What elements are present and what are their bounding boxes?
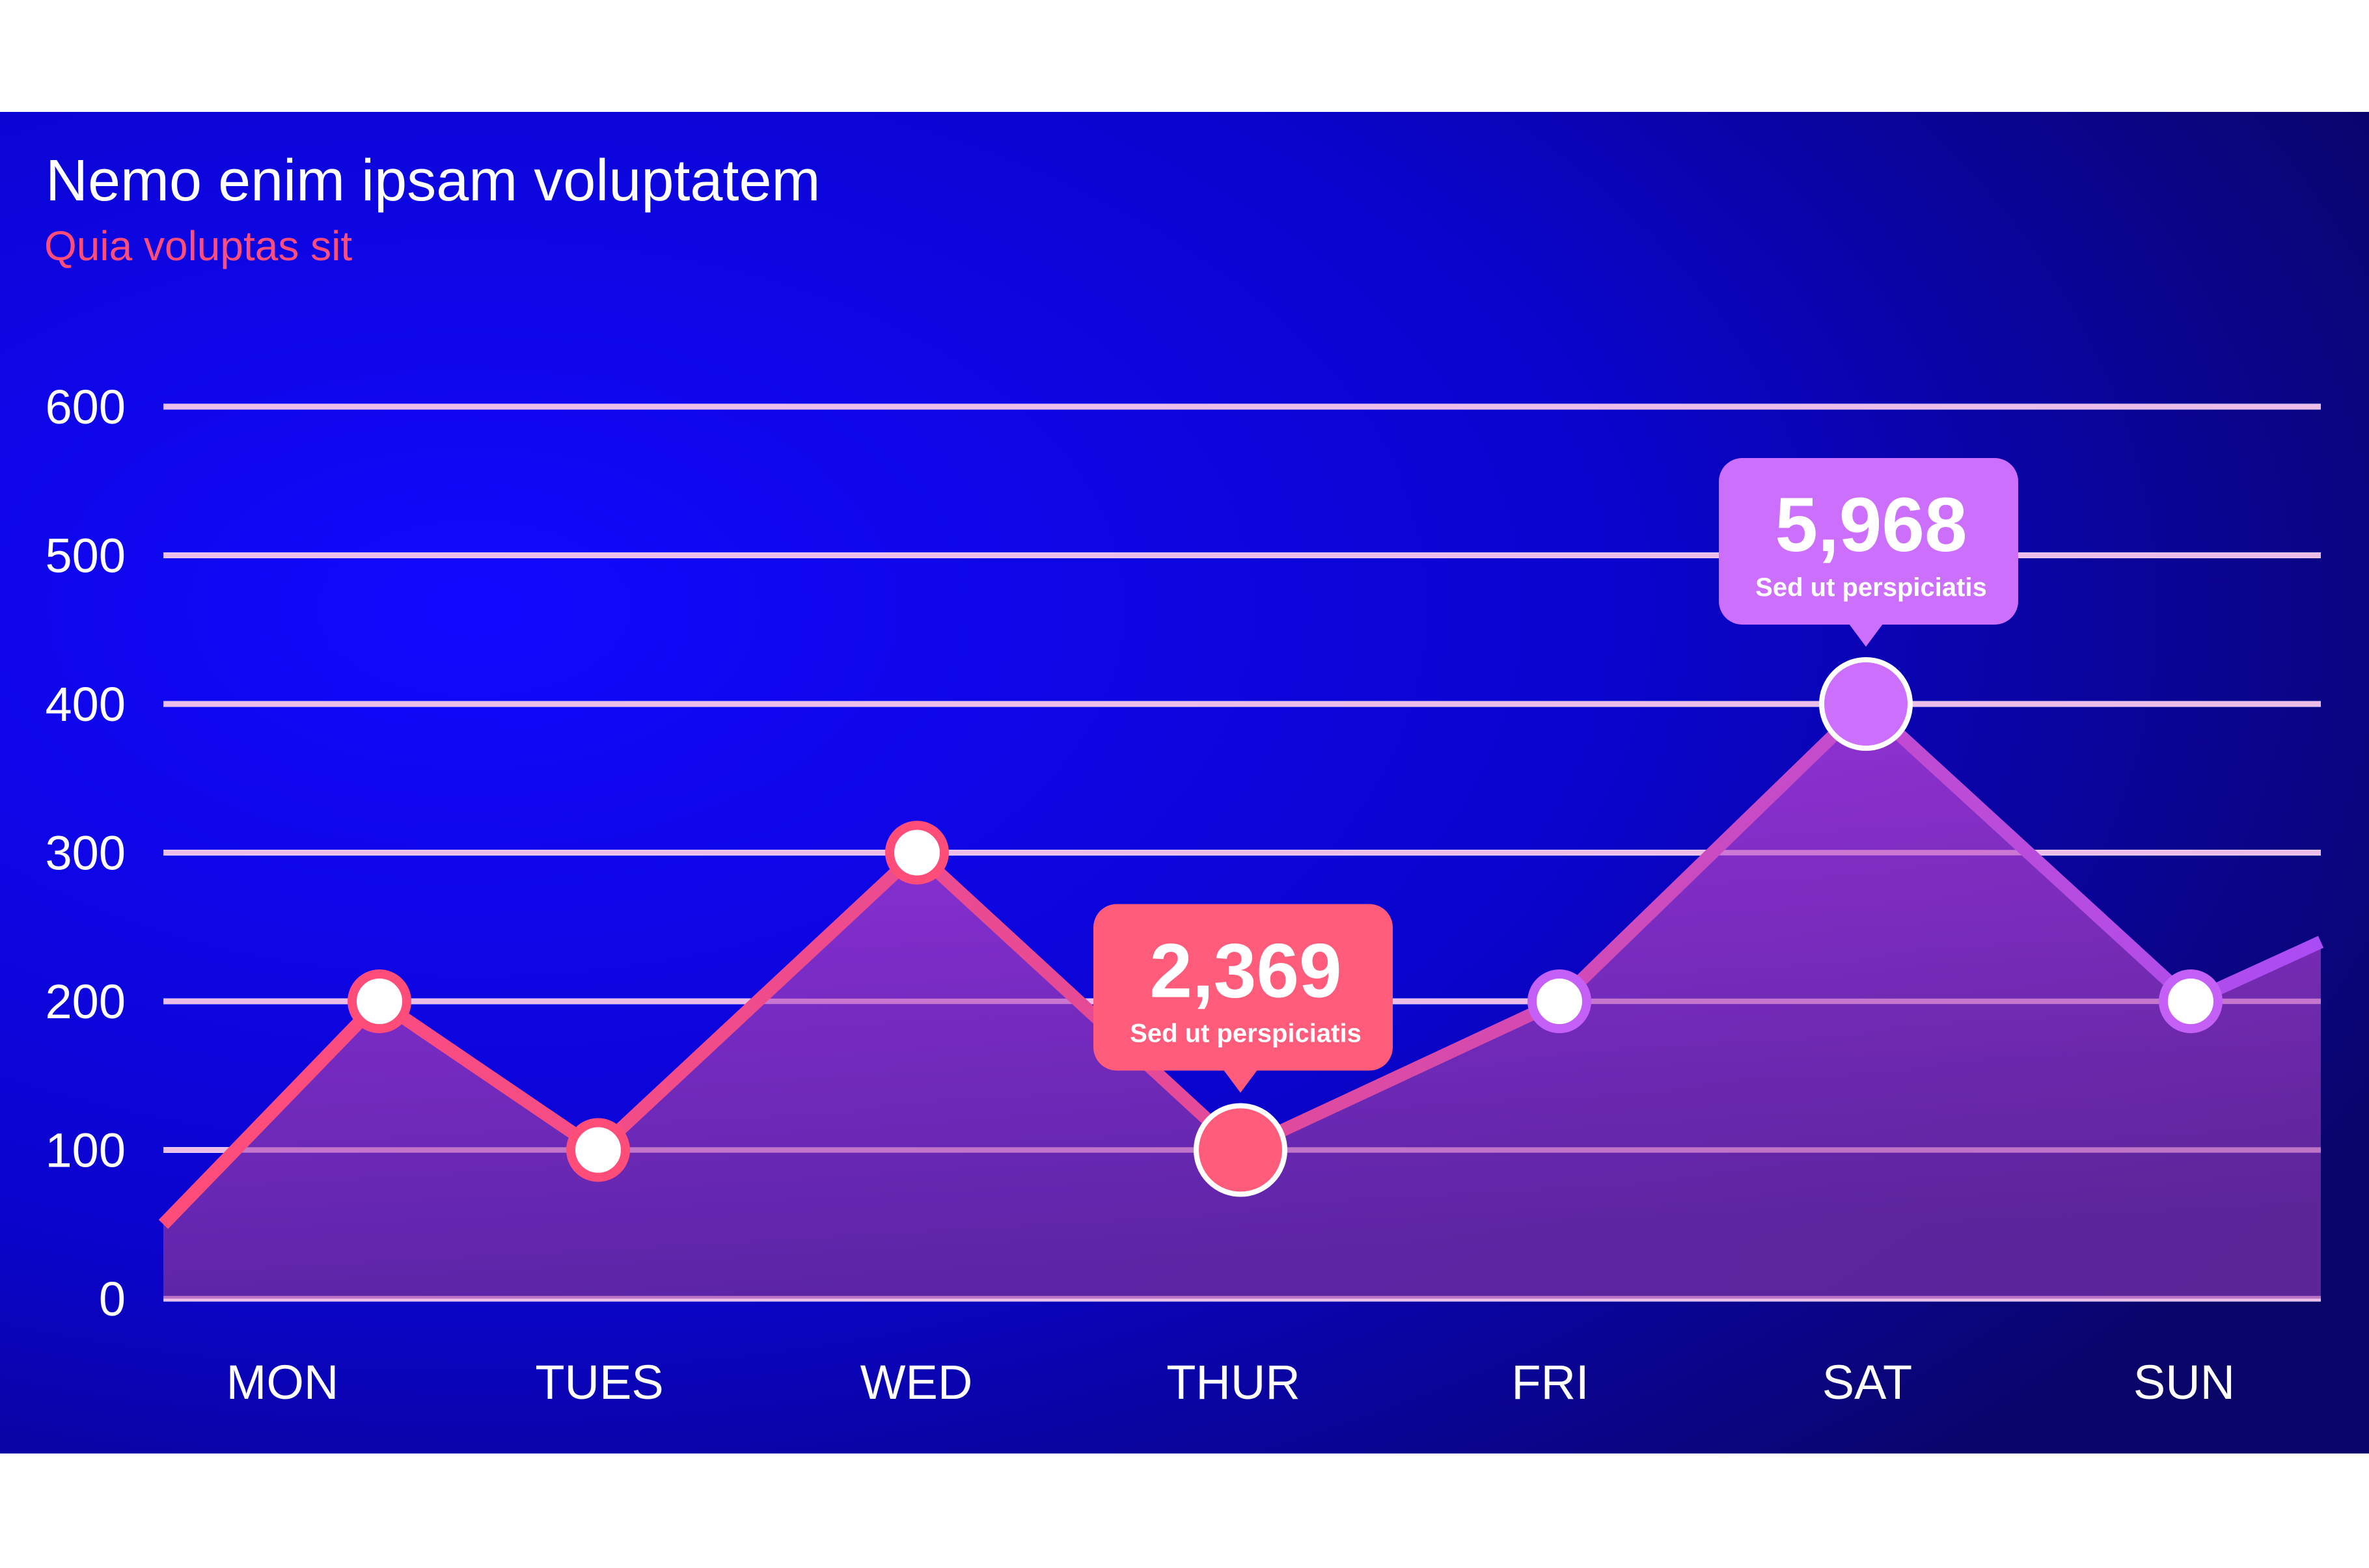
chart-title: Nemo enim ipsam voluptatem <box>46 148 820 213</box>
data-point[interactable] <box>348 969 411 1033</box>
x-tick-label: SUN <box>2133 1355 2235 1409</box>
tooltip-label: Sed ut perspiciatis <box>1130 1020 1362 1048</box>
data-point[interactable] <box>885 820 949 885</box>
y-tick-label: 500 <box>46 529 126 583</box>
chart-subtitle: Quia voluptas sit <box>44 223 352 269</box>
tooltip-pointer <box>1224 1070 1257 1093</box>
y-tick-label: 100 <box>46 1124 126 1178</box>
y-tick-label: 0 <box>99 1272 126 1326</box>
tooltip-value: 2,369 <box>1149 928 1341 1014</box>
tooltip-box <box>1093 904 1393 1071</box>
y-tick-label: 200 <box>46 975 126 1029</box>
tooltip-value: 5,968 <box>1775 482 1967 568</box>
tooltip-thur: 2,369 Sed ut perspiciatis <box>1093 904 1393 1093</box>
data-point[interactable] <box>2159 969 2223 1033</box>
tooltip-box <box>1719 458 2018 625</box>
x-tick-label: MON <box>226 1355 339 1409</box>
x-tick-label: SAT <box>1822 1355 1912 1409</box>
data-point-highlighted[interactable] <box>1819 657 1913 751</box>
tooltip-sat: 5,968 Sed ut perspiciatis <box>1719 458 2018 647</box>
data-point[interactable] <box>1527 969 1591 1033</box>
x-tick-label: TUES <box>535 1355 663 1409</box>
x-tick-label: WED <box>860 1355 973 1409</box>
y-tick-label: 600 <box>46 380 126 434</box>
x-tick-label: FRI <box>1511 1355 1589 1409</box>
tooltip-label: Sed ut perspiciatis <box>1755 573 1987 602</box>
y-tick-label: 400 <box>46 677 126 731</box>
tooltip-pointer <box>1849 624 1883 647</box>
x-tick-label: THUR <box>1166 1355 1300 1409</box>
data-point-highlighted[interactable] <box>1194 1103 1287 1197</box>
y-tick-label: 300 <box>46 826 126 880</box>
data-point[interactable] <box>566 1118 630 1182</box>
